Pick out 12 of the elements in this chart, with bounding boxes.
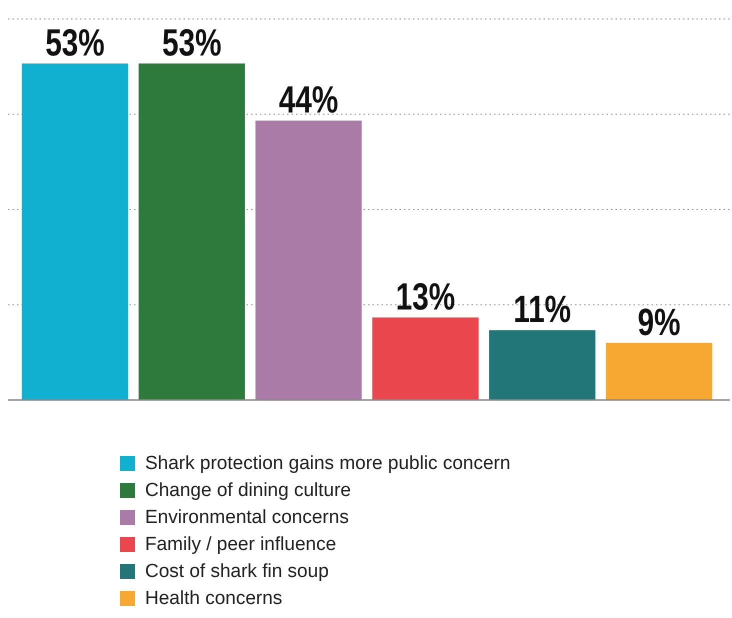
legend-label: Change of dining culture xyxy=(145,480,351,501)
legend-label: Shark protection gains more public concern xyxy=(145,453,510,474)
legend-label: Health concerns xyxy=(145,588,282,609)
data-label: 13% xyxy=(396,276,456,318)
data-label: 9% xyxy=(638,301,680,344)
data-label: 11% xyxy=(513,288,572,332)
data-label: 44% xyxy=(278,79,338,122)
data-label: 53% xyxy=(45,22,105,64)
data-label: 53% xyxy=(162,22,222,64)
legend-label: Family / peer influence xyxy=(145,534,336,555)
legend-label: Cost of shark fin soup xyxy=(145,561,329,582)
legend-label: Environmental concerns xyxy=(145,507,349,528)
